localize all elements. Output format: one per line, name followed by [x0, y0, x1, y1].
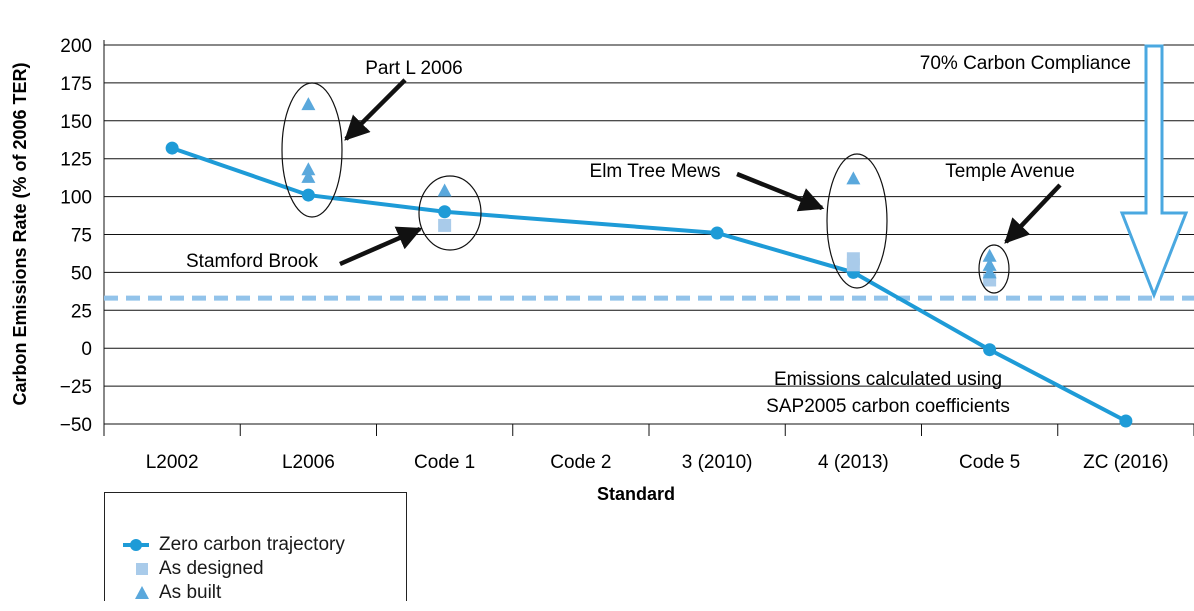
- built-point: [846, 171, 861, 185]
- x-tick-label: L2006: [282, 452, 335, 473]
- trajectory-point: [983, 343, 997, 357]
- x-tick-label: Code 2: [550, 452, 611, 473]
- ellipse-part-l-2006: [281, 82, 343, 218]
- x-tick-label: Code 5: [959, 452, 1020, 473]
- built-point: [301, 97, 316, 111]
- y-tick-label: 125: [60, 150, 92, 171]
- legend-built-symbol: [105, 581, 159, 605]
- x-tick-label: 4 (2013): [818, 452, 889, 473]
- y-tick-label: 150: [60, 112, 92, 133]
- annotation-carbon-compliance: 70% Carbon Compliance: [920, 53, 1131, 74]
- trajectory-point: [438, 205, 452, 219]
- annotation-stamford-brook: Stamford Brook: [186, 251, 318, 272]
- x-tick-label: L2002: [146, 452, 199, 473]
- y-axis-title: Carbon Emissions Rate (% of 2006 TER): [10, 62, 30, 405]
- y-tick-label: 50: [71, 263, 92, 284]
- y-tick-label: 75: [71, 226, 92, 247]
- y-tick-label: −50: [60, 415, 92, 436]
- legend-item-built: As built: [105, 581, 221, 605]
- ellipse-stamford-brook: [418, 175, 482, 251]
- built-point: [982, 257, 997, 271]
- built-point: [982, 265, 997, 279]
- x-axis-title: Standard: [597, 484, 675, 504]
- legend-designed-symbol: [105, 557, 159, 581]
- legend-item-designed: As designed: [105, 557, 264, 581]
- y-tick-label: 0: [81, 339, 92, 360]
- x-tick-label: 3 (2010): [682, 452, 753, 473]
- ellipse-temple-avenue: [978, 244, 1010, 294]
- y-tick-labels: 200 175 150 125 100 75 50 25 0 −25 −50: [60, 36, 92, 436]
- gridlines: [104, 44, 1194, 425]
- y-tick-label: −25: [60, 377, 92, 398]
- annotation-temple-avenue: Temple Avenue: [945, 161, 1075, 182]
- annotation-elm-tree-mews: Elm Tree Mews: [590, 161, 721, 182]
- legend-item-trajectory: Zero carbon trajectory: [105, 533, 345, 557]
- annotation-part-l-2006: Part L 2006: [365, 58, 463, 79]
- legend-trajectory-symbol: [105, 533, 159, 557]
- built-point: [437, 183, 452, 197]
- trajectory-point: [165, 141, 179, 155]
- y-tick-label: 200: [60, 36, 92, 57]
- y-tick-label: 25: [71, 301, 92, 322]
- legend-label: As designed: [159, 558, 264, 579]
- x-axis: L2002 L2006 Code 1 Code 2 3 (2010) 4 (2013) Co…: [103, 40, 1194, 473]
- x-tick-label: ZC (2016): [1083, 452, 1169, 473]
- carbon-compliance-arrow: [1119, 44, 1189, 300]
- built-point: [301, 162, 316, 176]
- arrow-elm-tree-mews: [736, 171, 825, 212]
- designed-point: [846, 258, 860, 272]
- trajectory-point: [1119, 414, 1133, 428]
- built-point: [982, 248, 997, 262]
- y-tick-label: 100: [60, 188, 92, 209]
- x-tick-label: Code 1: [414, 452, 475, 473]
- built-point: [301, 169, 316, 183]
- legend: Zero carbon trajectory As designed As bu…: [104, 492, 407, 603]
- y-tick-label: 175: [60, 74, 92, 95]
- legend-label: As built: [159, 582, 222, 603]
- legend-label: Zero carbon trajectory: [159, 534, 345, 555]
- arrow-temple-avenue: [1004, 183, 1062, 244]
- arrow-stamford-brook: [339, 226, 423, 267]
- arrow-part-l-2006: [344, 78, 407, 141]
- designed-point: [438, 218, 452, 232]
- ellipse-elm-tree-mews: [826, 153, 888, 289]
- trajectory-point: [301, 188, 315, 202]
- trajectory-point: [710, 226, 724, 240]
- series-layer: [165, 97, 1133, 428]
- annotation-emissions-calc-1: Emissions calculated using: [774, 369, 1002, 390]
- annotation-emissions-calc-2: SAP2005 carbon coefficients: [766, 396, 1010, 417]
